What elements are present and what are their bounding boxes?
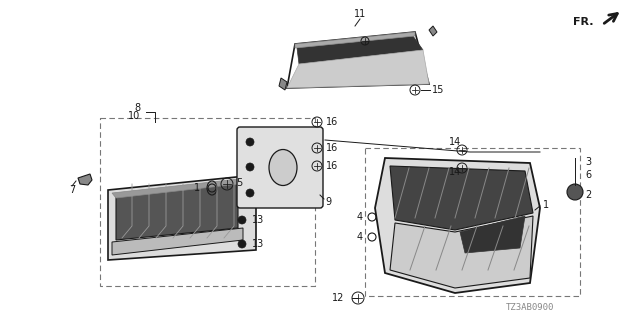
Circle shape xyxy=(246,163,254,171)
Circle shape xyxy=(246,138,254,146)
Text: 16: 16 xyxy=(326,161,339,171)
Text: TZ3AB0900: TZ3AB0900 xyxy=(506,303,554,313)
Text: 16: 16 xyxy=(326,117,339,127)
Text: 3: 3 xyxy=(585,157,591,167)
Circle shape xyxy=(246,189,254,197)
Polygon shape xyxy=(460,216,525,253)
Circle shape xyxy=(571,188,579,196)
Text: 4: 4 xyxy=(357,232,363,242)
Polygon shape xyxy=(297,36,423,64)
FancyBboxPatch shape xyxy=(237,127,323,208)
Text: 12: 12 xyxy=(332,293,344,303)
Polygon shape xyxy=(295,32,415,48)
Text: 6: 6 xyxy=(585,170,591,180)
Circle shape xyxy=(238,216,246,224)
Text: 16: 16 xyxy=(326,143,339,153)
Text: 14: 14 xyxy=(449,137,461,147)
Text: 9: 9 xyxy=(325,197,331,207)
Polygon shape xyxy=(390,166,533,230)
Text: 14: 14 xyxy=(449,167,461,177)
Text: 1: 1 xyxy=(194,183,200,193)
Circle shape xyxy=(238,240,246,248)
Polygon shape xyxy=(108,175,256,260)
Text: 5: 5 xyxy=(236,178,243,188)
Polygon shape xyxy=(375,158,540,293)
Text: 8: 8 xyxy=(134,103,140,113)
Ellipse shape xyxy=(269,149,297,186)
Text: 2: 2 xyxy=(585,190,591,200)
Text: 15: 15 xyxy=(432,85,444,95)
Text: 11: 11 xyxy=(354,9,366,19)
Polygon shape xyxy=(78,174,92,185)
Polygon shape xyxy=(390,216,533,288)
Polygon shape xyxy=(287,50,429,88)
Text: 10: 10 xyxy=(128,111,140,121)
Text: 4: 4 xyxy=(357,212,363,222)
Text: 13: 13 xyxy=(252,239,264,249)
Polygon shape xyxy=(112,228,243,255)
Text: 7: 7 xyxy=(69,185,75,195)
Text: 13: 13 xyxy=(252,215,264,225)
Polygon shape xyxy=(279,78,287,90)
Text: FR.: FR. xyxy=(573,17,594,27)
Polygon shape xyxy=(116,182,238,240)
Polygon shape xyxy=(429,26,437,36)
Text: 1: 1 xyxy=(543,200,549,210)
Polygon shape xyxy=(112,178,256,198)
Circle shape xyxy=(567,184,583,200)
